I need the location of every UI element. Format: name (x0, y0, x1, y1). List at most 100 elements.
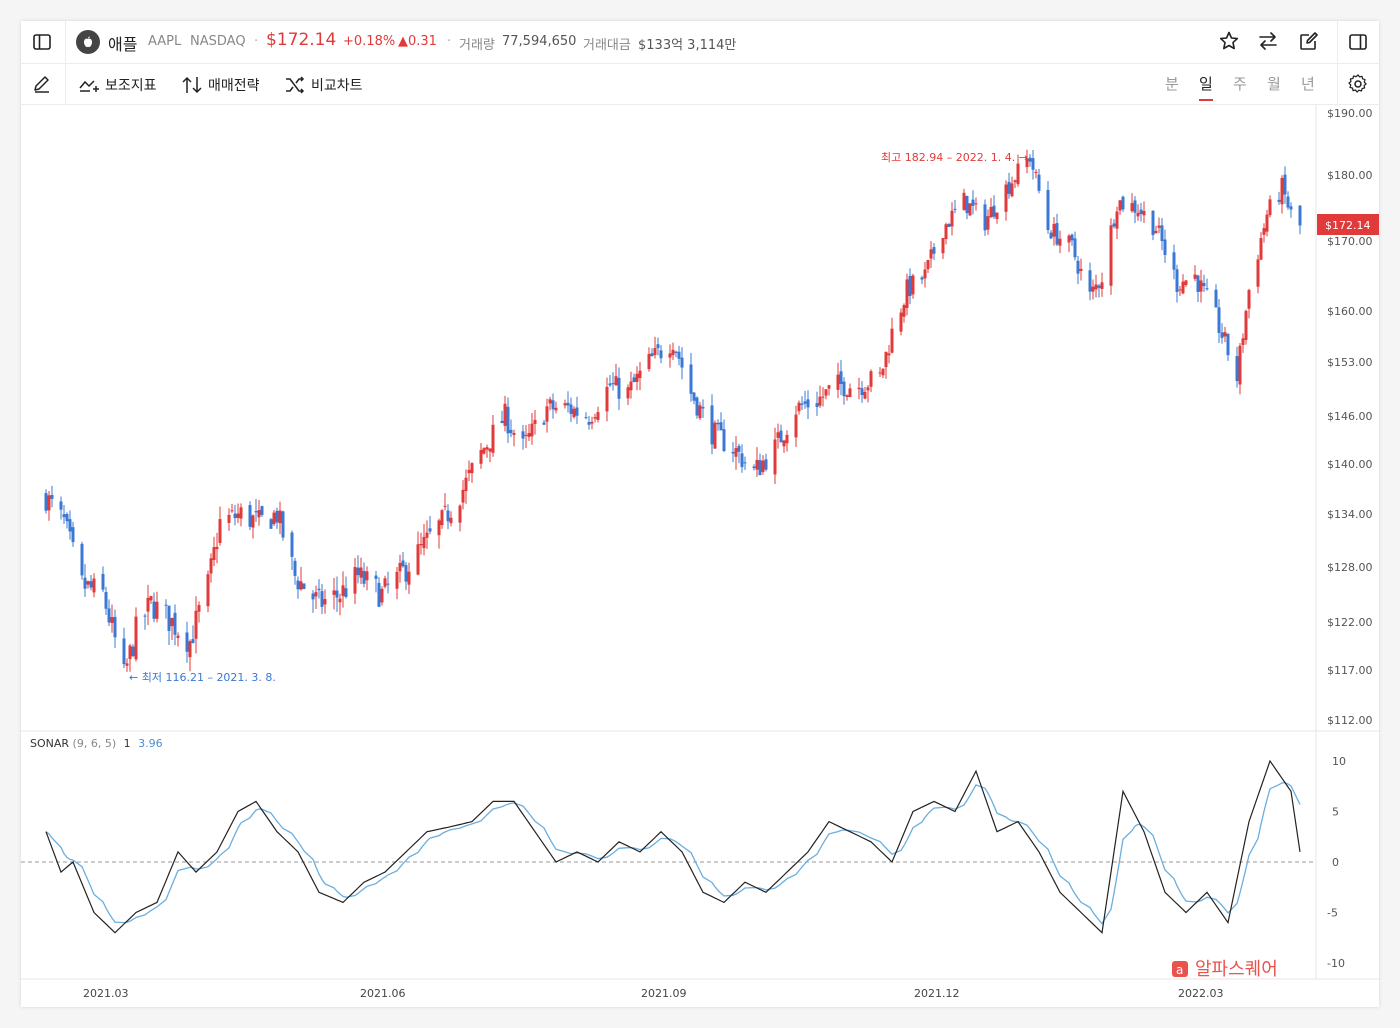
candle-body (1238, 345, 1242, 385)
candle (422, 523, 426, 556)
candle-body (605, 386, 609, 412)
chart-card: 애플 AAPL NASDAQ · $172.14 +0.18% ▲0.31 · … (21, 21, 1379, 1007)
candle-body (944, 224, 948, 239)
candle (260, 505, 264, 517)
period-month[interactable]: 월 (1267, 75, 1281, 93)
candle-body (1139, 209, 1143, 215)
period-year[interactable]: 년 (1301, 75, 1315, 93)
candle-body (932, 247, 936, 254)
candle-body (80, 543, 84, 576)
candle-body (701, 407, 705, 409)
candle (380, 586, 384, 606)
candle-body (482, 448, 486, 454)
candle-body (134, 616, 138, 660)
candle-body (380, 588, 384, 603)
candle-body (764, 459, 768, 470)
candle (512, 429, 516, 447)
candle (533, 409, 537, 435)
candle (404, 561, 408, 591)
candle-body (1298, 205, 1302, 226)
candle-body (1289, 206, 1293, 210)
compare-icon (286, 76, 305, 94)
candle (293, 557, 297, 585)
candle-body (275, 510, 279, 523)
candle-body (425, 532, 429, 538)
price-axis-label: $140.00 (1327, 458, 1373, 471)
candle (908, 268, 912, 305)
candle (860, 381, 864, 403)
star-icon[interactable] (1217, 29, 1241, 53)
candle (311, 590, 315, 613)
candle (773, 427, 777, 484)
active-period-indicator (1199, 99, 1213, 101)
candle-body (845, 395, 849, 397)
candle (1016, 154, 1020, 187)
candle (779, 424, 783, 443)
sidebar-toggle-icon[interactable] (30, 30, 54, 54)
candle-body (467, 469, 471, 474)
candle-body (83, 577, 87, 589)
period-week[interactable]: 주 (1233, 75, 1247, 93)
candle (932, 243, 936, 260)
candle (176, 632, 180, 647)
price-axis-label: $122.00 (1327, 616, 1373, 629)
candle (122, 627, 126, 668)
period-minute[interactable]: 분 (1165, 75, 1179, 93)
candle-body (1235, 356, 1239, 382)
panel-toggle-icon[interactable] (1346, 30, 1370, 54)
candle (1283, 166, 1287, 204)
period-day[interactable]: 일 (1199, 75, 1213, 93)
candle-body (710, 405, 714, 445)
candle-body (86, 581, 90, 585)
candle (1079, 258, 1083, 281)
candle (407, 562, 411, 594)
candle-body (1112, 223, 1116, 227)
draw-pen-icon[interactable] (30, 72, 54, 96)
candle-body (449, 517, 453, 524)
candle (1091, 279, 1095, 300)
candle (281, 510, 285, 541)
strategy-button[interactable]: 매매전략 (182, 74, 260, 96)
candle-body (446, 510, 450, 522)
candle-body (485, 447, 489, 450)
settings-gear-icon[interactable] (1346, 72, 1370, 96)
candle (110, 604, 114, 633)
candle-body (416, 544, 420, 575)
indicator-params: (9, 6, 5) (72, 737, 117, 750)
price-chart[interactable]: $190.00 $180.00 $170.00 $160.00 $153.00 $146.… (21, 105, 1379, 1007)
candle-body (383, 578, 387, 587)
candle-body (782, 440, 786, 447)
candle (647, 347, 651, 372)
candle (671, 342, 675, 361)
candle (1037, 168, 1041, 194)
candle (989, 197, 993, 218)
candle (164, 599, 168, 619)
candle (1055, 213, 1059, 247)
candle (1220, 323, 1224, 344)
candle (1010, 176, 1014, 198)
swap-icon[interactable] (1256, 29, 1280, 53)
candle-body (1268, 199, 1272, 216)
candle-body (794, 414, 798, 438)
candle-body (1178, 289, 1182, 291)
candle (1121, 195, 1125, 212)
indicator-legend[interactable]: SONAR (9, 6, 5) 1 3.96 (30, 737, 163, 750)
candle (1097, 283, 1101, 298)
indicator-button[interactable]: 보조지표 (79, 74, 157, 96)
candle (869, 369, 873, 392)
candle-body (596, 412, 600, 420)
candle-body (1130, 203, 1134, 212)
candle (500, 410, 504, 424)
edit-icon[interactable] (1297, 29, 1321, 53)
candle (509, 419, 513, 438)
candle (944, 222, 948, 245)
candle (1178, 285, 1182, 296)
compare-button[interactable]: 비교차트 (285, 74, 363, 96)
candle-body (860, 388, 864, 396)
candle-body (458, 505, 462, 523)
candle (794, 405, 798, 447)
candle-body (173, 612, 177, 635)
candle-body (1241, 338, 1245, 345)
candle (590, 416, 594, 430)
candle-body (197, 605, 201, 612)
